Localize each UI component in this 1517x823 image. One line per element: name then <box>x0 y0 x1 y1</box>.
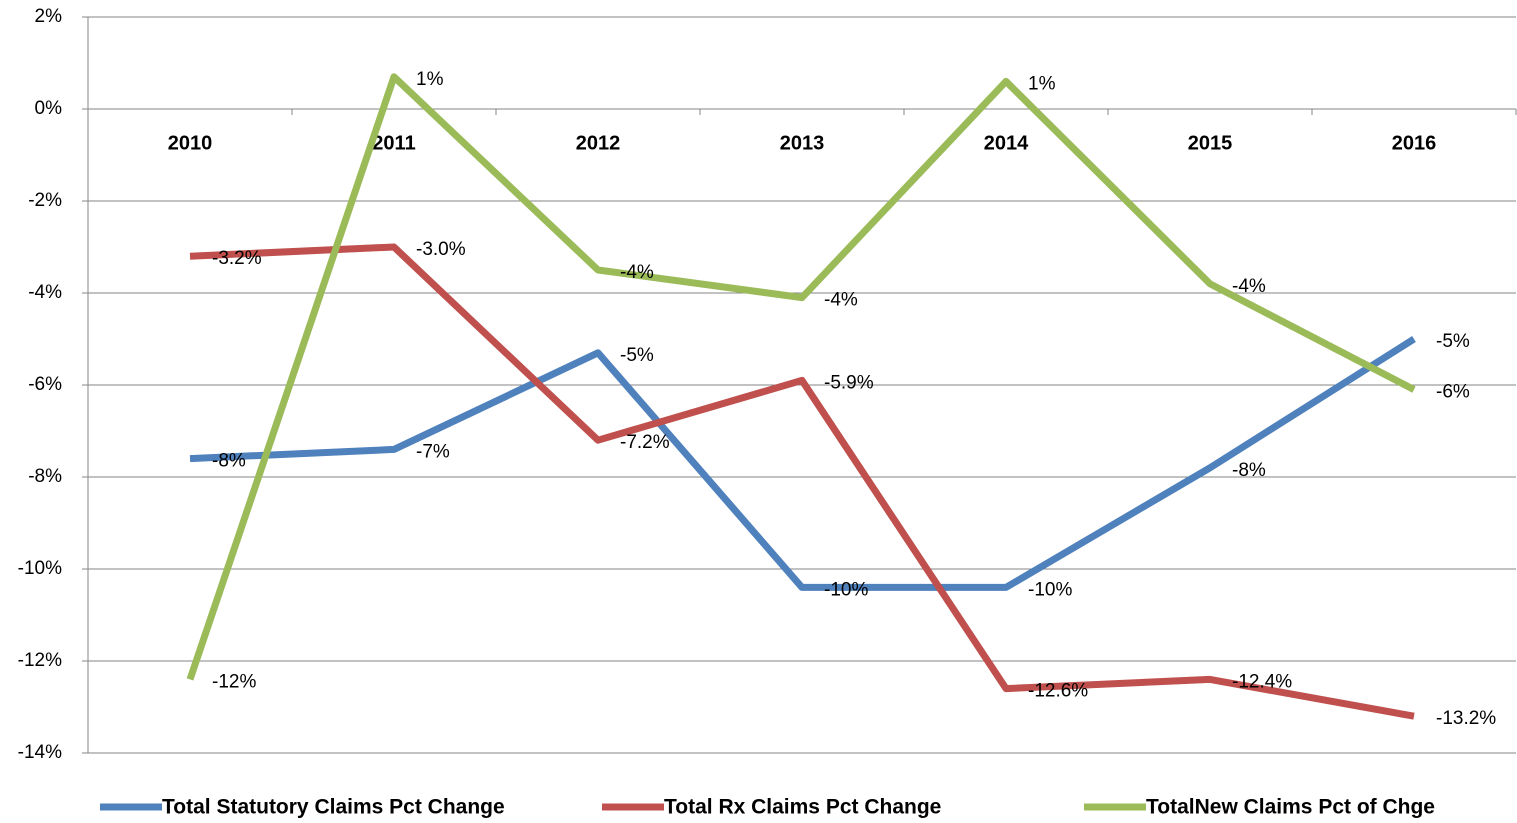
data-label: -12.4% <box>1232 671 1292 692</box>
data-label: -13.2% <box>1436 708 1496 729</box>
x-tick-label: 2011 <box>372 132 415 154</box>
y-tick-label: -12% <box>18 650 62 671</box>
series-line <box>186 73 1416 681</box>
data-label: -4% <box>824 290 858 311</box>
legend-label: Total Statutory Claims Pct Change <box>162 796 505 819</box>
data-label: -10% <box>1028 579 1072 600</box>
data-label: -7% <box>416 441 450 462</box>
x-tick-label: 2010 <box>168 132 213 154</box>
data-label: -5% <box>620 345 654 366</box>
legend-label: TotalNew Claims Pct of Chge <box>1146 796 1435 819</box>
x-tick-label: 2014 <box>984 132 1029 154</box>
legend-label: Total Rx Claims Pct Change <box>664 796 941 819</box>
data-label: -5.9% <box>824 372 874 393</box>
y-tick-label: -10% <box>18 558 62 579</box>
data-label: -7.2% <box>620 432 670 453</box>
data-label: -10% <box>824 579 868 600</box>
y-tick-label: 2% <box>35 6 63 27</box>
data-label: 1% <box>416 69 444 90</box>
data-label: -12% <box>212 671 256 692</box>
series-line <box>189 336 1416 591</box>
y-tick-label: -8% <box>28 466 62 487</box>
y-tick-label: -14% <box>18 742 62 763</box>
data-label: -3.2% <box>212 248 262 269</box>
y-tick-label: -2% <box>28 190 62 211</box>
x-tick-label: 2016 <box>1392 132 1437 154</box>
y-tick-label: 0% <box>35 98 63 119</box>
x-tick-label: 2013 <box>780 132 825 154</box>
data-label: -5% <box>1436 331 1470 352</box>
data-label: -4% <box>620 262 654 283</box>
data-label: -8% <box>1232 460 1266 481</box>
series-line <box>189 243 1415 720</box>
data-label: -3.0% <box>416 239 466 260</box>
x-tick-label: 2012 <box>576 132 621 154</box>
y-tick-label: -6% <box>28 374 62 395</box>
data-label: -6% <box>1436 382 1470 403</box>
data-label: -4% <box>1232 276 1266 297</box>
data-label: 1% <box>1028 73 1056 94</box>
data-label: -8% <box>212 451 246 472</box>
y-tick-label: -4% <box>28 282 62 303</box>
data-label: -12.6% <box>1028 681 1088 702</box>
x-tick-label: 2015 <box>1188 132 1233 154</box>
